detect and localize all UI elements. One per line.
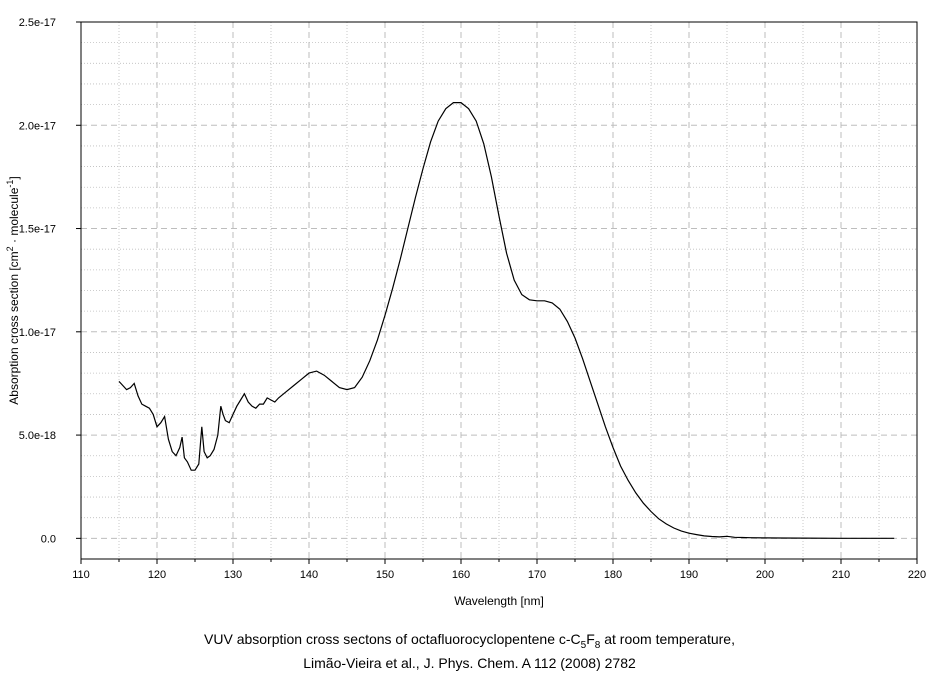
minor-grid [81,22,917,559]
y-tick-label: 0.0 [41,533,56,545]
x-tick-label: 220 [908,569,926,581]
chart: 110 120 130 140 150 160 170 180 190 200 210 220 0.0… [5,17,926,608]
y-tick-label: 1.5e-17 [19,224,56,236]
y-axis-label-part-3: ] [7,176,21,179]
x-tick-label: 170 [528,569,546,581]
caption-text-c: at room temperature, [600,631,735,647]
x-axis-label: Wavelength [nm] [454,594,544,608]
caption-sub-b: 8 [594,639,601,651]
x-tick-label: 180 [604,569,622,581]
x-tick-label: 200 [756,569,774,581]
caption-citation: Limão-Vieira et al., J. Phys. Chem. A 11… [303,655,636,671]
y-axis-label-part-1: Absorption cross section [cm [7,251,21,404]
series-line [118,102,895,539]
x-tick-label: 190 [680,569,698,581]
y-axis-label: Absorption cross section [cm2 · molecule… [5,176,21,404]
x-tick-label: 150 [376,569,394,581]
y-tick-label: 1.0e-17 [19,327,56,339]
y-tick-label: 2.0e-17 [19,120,56,132]
y-axis-label-sup-1: 2 [5,246,15,251]
x-tick-label: 130 [224,569,242,581]
y-tick-label: 5.0e-18 [19,430,56,442]
x-tick-label: 210 [832,569,850,581]
y-tick-label: 2.5e-17 [19,17,56,29]
x-tick-label: 110 [72,569,90,581]
y-axis-label-part-2: · molecule [7,187,21,246]
x-tick-label: 140 [300,569,318,581]
caption-line-1: VUV absorption cross sectons of octafluo… [0,631,939,651]
caption-text-a: VUV absorption cross sectons of octafluo… [204,631,581,647]
x-tick-label: 120 [148,569,166,581]
caption-sub-a: 5 [580,639,587,651]
y-axis-ticks: 0.0 5.0e-18 1.0e-17 1.5e-17 2.0e-17 2.5e-17 [19,17,81,545]
y-axis-label-sup-2: -1 [5,180,15,188]
caption-line-2: Limão-Vieira et al., J. Phys. Chem. A 11… [0,655,939,671]
x-axis-ticks: 110 120 130 140 150 160 170 180 190 200 210 220 [72,559,926,581]
x-tick-label: 160 [452,569,470,581]
caption-text-b: F [586,631,595,647]
